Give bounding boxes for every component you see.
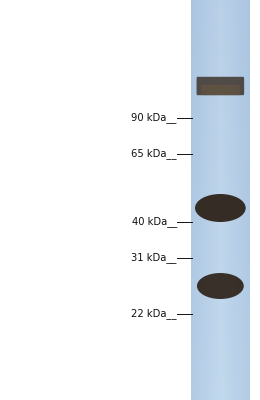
Text: 90 kDa__: 90 kDa__ bbox=[131, 112, 177, 124]
FancyBboxPatch shape bbox=[197, 77, 244, 95]
Text: 31 kDa__: 31 kDa__ bbox=[131, 252, 177, 264]
Text: 22 kDa__: 22 kDa__ bbox=[131, 308, 177, 320]
Ellipse shape bbox=[197, 273, 244, 299]
Ellipse shape bbox=[195, 194, 246, 222]
FancyBboxPatch shape bbox=[201, 85, 240, 95]
Text: 40 kDa__: 40 kDa__ bbox=[132, 216, 177, 228]
Text: 65 kDa__: 65 kDa__ bbox=[131, 148, 177, 160]
